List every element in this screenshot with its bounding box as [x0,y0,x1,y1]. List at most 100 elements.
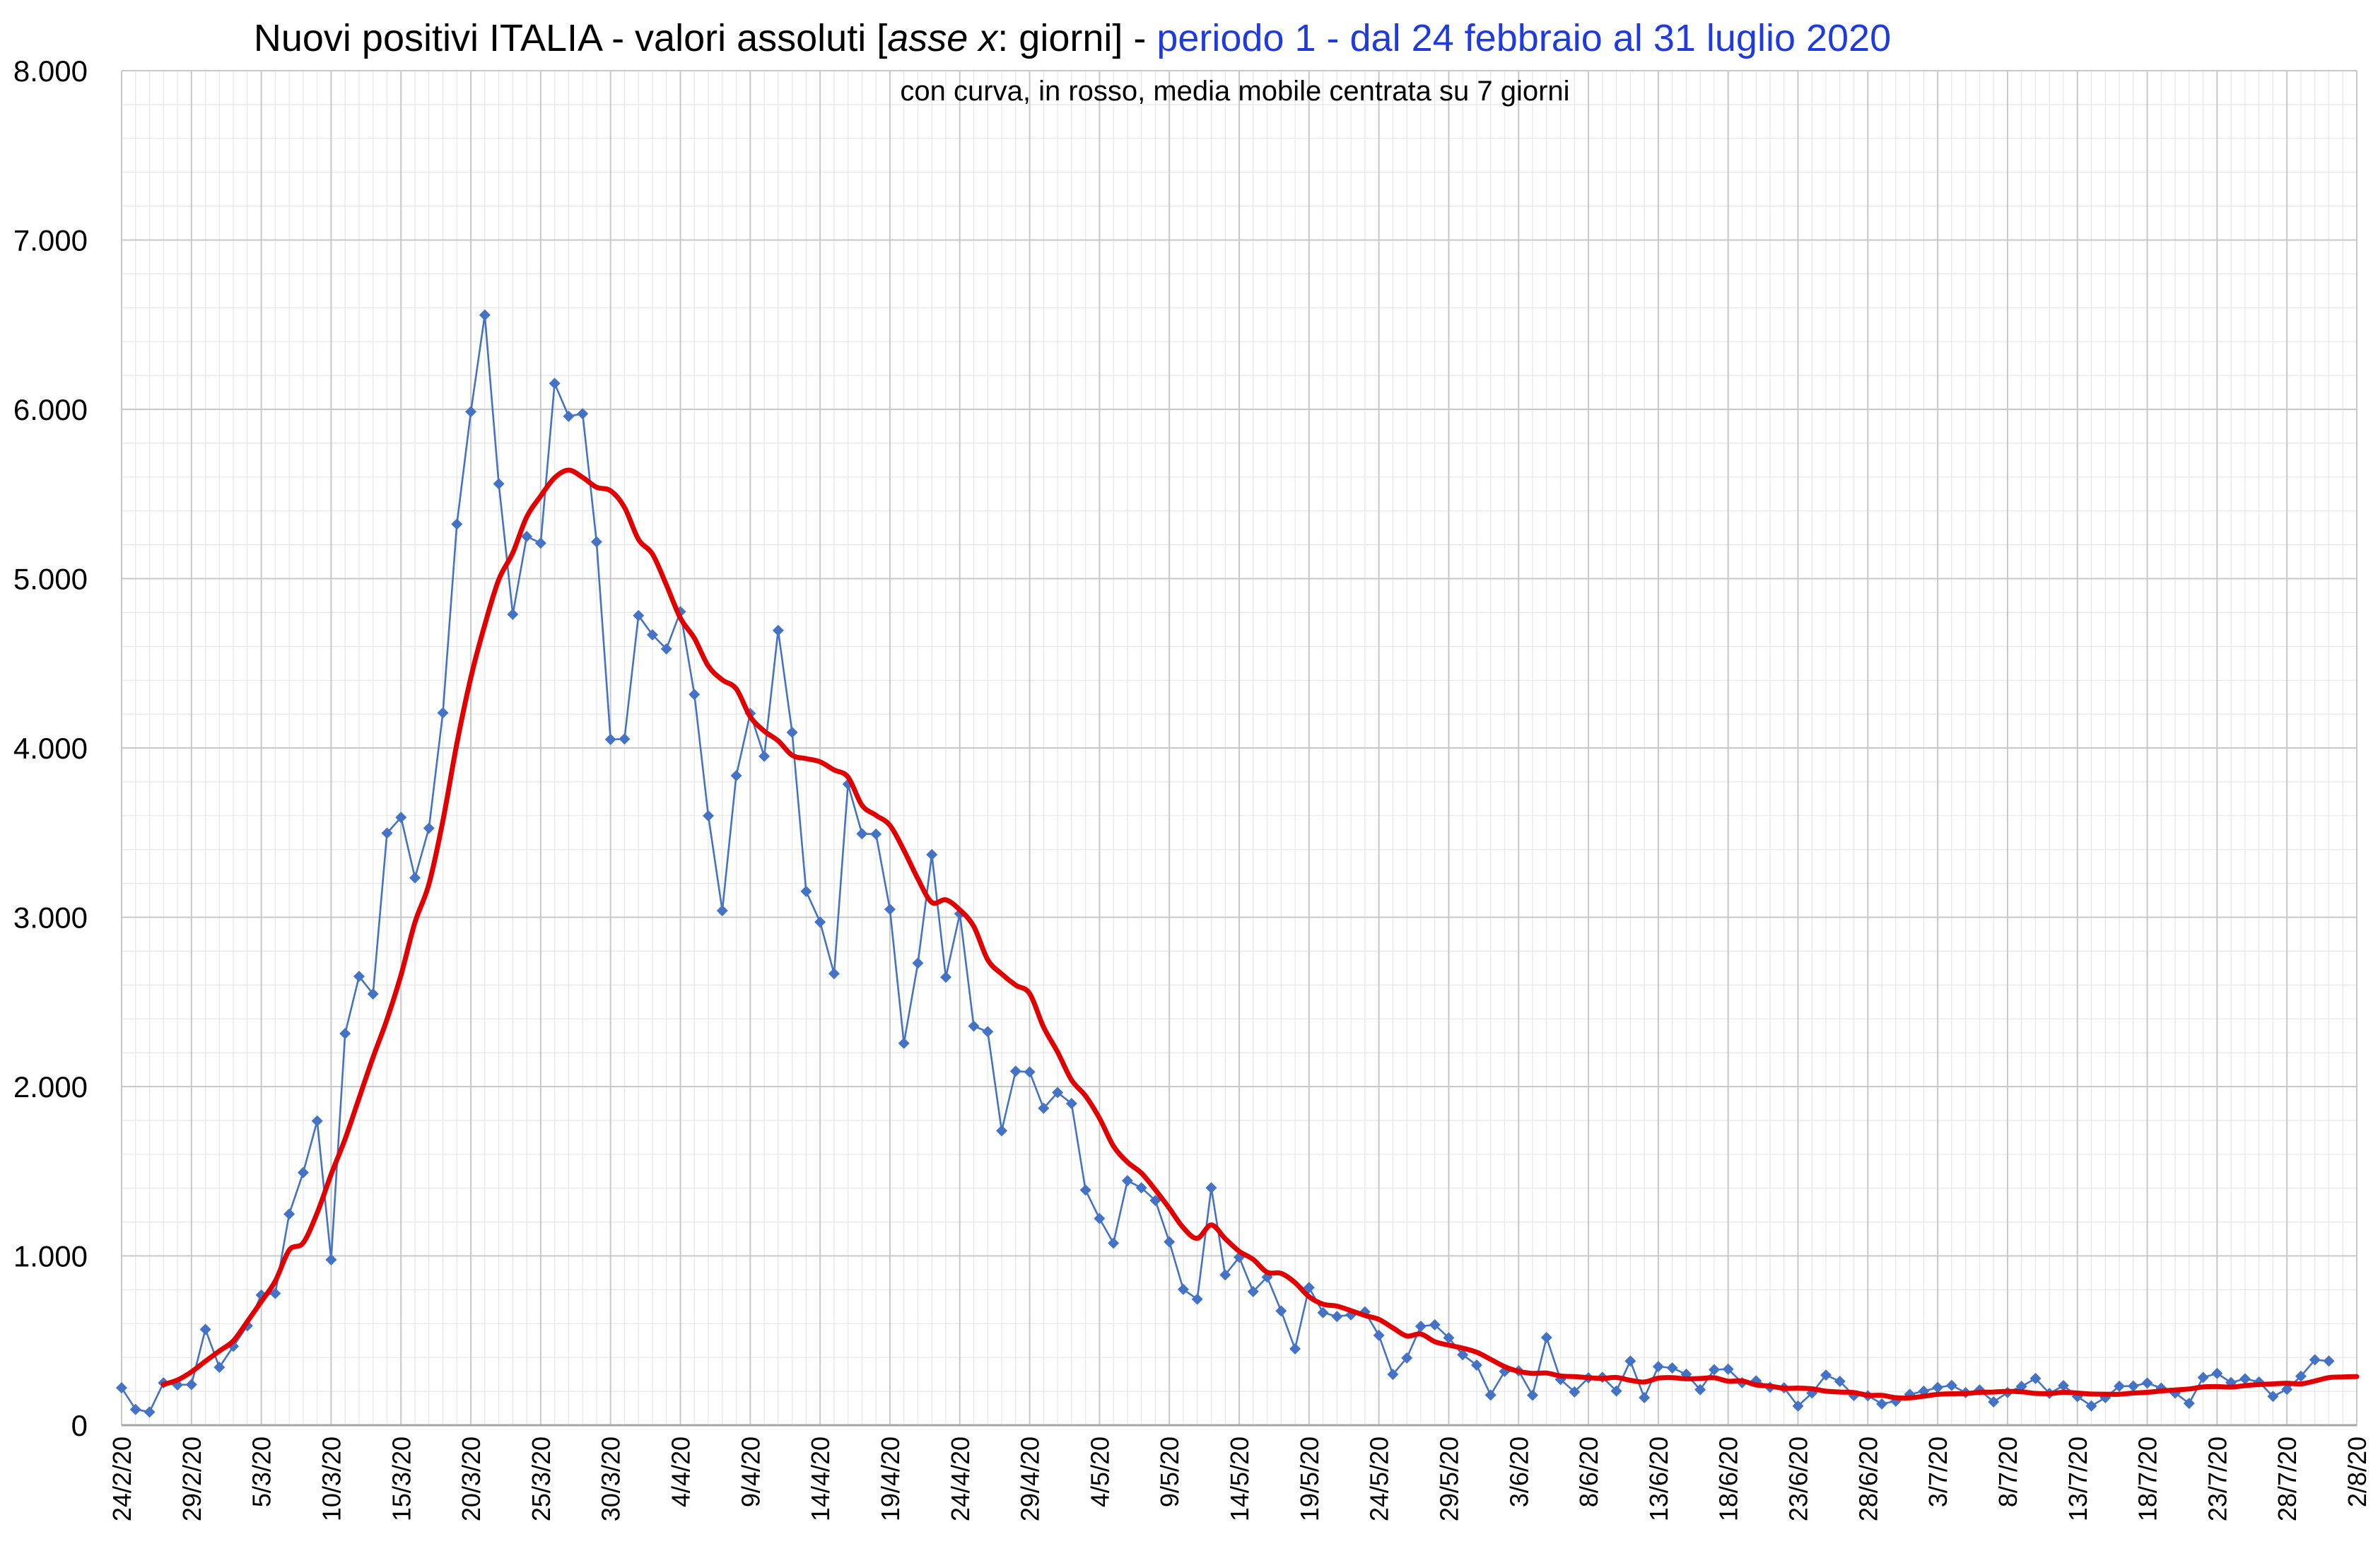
daily-point [1610,1385,1622,1397]
daily-point [1834,1375,1846,1387]
moving-average-series [160,467,2360,1401]
y-tick-label: 5.000 [13,563,88,596]
daily-point [786,726,798,738]
daily-point [912,957,924,969]
daily-point [982,1026,994,1038]
daily-point [325,1254,337,1266]
x-tick-label: 24/2/20 [107,1437,136,1521]
x-tick-label: 9/4/20 [736,1437,765,1507]
daily-point [1387,1369,1399,1381]
daily-point [1177,1283,1189,1295]
chart-title-part: asse x [887,17,999,59]
daily-point [563,410,575,422]
y-tick-label: 6.000 [13,393,88,426]
daily-point [353,971,365,983]
daily-point [465,406,477,418]
moving-average-line [160,467,2360,1401]
x-tick-label: 3/6/20 [1504,1437,1533,1507]
daily-point [213,1362,226,1374]
daily-point [2085,1400,2097,1412]
daily-point [144,1406,156,1418]
daily-point [1108,1237,1120,1249]
daily-point [1401,1352,1413,1364]
y-tick-label: 3.000 [13,901,88,935]
daily-point [1331,1311,1343,1323]
daily-point [185,1379,197,1391]
x-tick-label: 18/6/20 [1714,1437,1743,1521]
daily-point [129,1403,141,1415]
daily-point [1149,1195,1161,1207]
daily-series [116,309,2335,1418]
daily-point [1792,1400,1804,1412]
daily-point [339,1028,351,1040]
x-tick-label: 2/8/20 [2343,1437,2372,1507]
daily-point [1708,1364,1720,1376]
daily-point [1569,1386,1581,1398]
x-tick-label: 8/6/20 [1574,1437,1603,1507]
daily-point [116,1382,127,1394]
x-tick-label: 29/5/20 [1434,1437,1463,1521]
daily-point [1079,1184,1091,1196]
daily-point [1624,1355,1636,1367]
x-tick-label: 19/5/20 [1295,1437,1324,1521]
daily-point [1094,1212,1106,1224]
daily-point [297,1166,309,1178]
daily-point [1164,1236,1176,1248]
daily-point [1639,1391,1651,1403]
y-tick-label: 1.000 [13,1240,88,1273]
daily-point [423,822,435,834]
daily-point [451,518,463,530]
daily-point [521,530,533,542]
daily-point [2211,1367,2223,1379]
daily-point [2281,1383,2293,1396]
daily-point [1289,1342,1301,1355]
daily-point [437,707,449,719]
daily-point [1135,1182,1147,1194]
daily-point [1470,1359,1482,1371]
daily-point [1275,1305,1287,1317]
daily-point [283,1208,295,1220]
daily-point [2239,1373,2251,1385]
daily-point [1540,1331,1552,1343]
x-tick-label: 18/7/20 [2133,1437,2162,1521]
daily-point [898,1037,910,1049]
y-tick-labels: 0 1.000 2.000 3.000 4.000 5.000 6.000 7.000 8.00… [13,54,88,1442]
x-tick-label: 29/4/20 [1016,1437,1045,1521]
daily-point [730,770,742,782]
daily-point [884,903,896,915]
daily-point [2295,1370,2307,1382]
daily-point [1038,1102,1050,1114]
daily-point [1457,1349,1469,1361]
x-tick-label: 13/7/20 [2063,1437,2092,1521]
daily-point [2114,1380,2126,1392]
daily-point [534,537,546,549]
y-tick-label: 8.000 [13,54,88,88]
daily-point [269,1287,281,1299]
daily-point [577,408,589,420]
daily-point [1988,1396,2000,1408]
daily-point [2183,1398,2195,1410]
daily-point [2057,1379,2069,1391]
daily-point [2323,1355,2335,1367]
x-tick-label: 10/3/20 [317,1437,346,1521]
daily-point [619,733,631,745]
daily-point [311,1115,323,1127]
daily-point [2127,1380,2139,1392]
x-tick-label: 28/7/20 [2273,1437,2302,1521]
daily-point [703,810,715,822]
x-tick-label: 5/3/20 [247,1437,276,1507]
daily-point [1191,1293,1203,1305]
daily-point [1247,1286,1259,1298]
x-tick-label: 20/3/20 [457,1437,486,1521]
daily-point [1373,1329,1385,1341]
daily-point [716,905,728,917]
y-tick-label: 2.000 [13,1070,88,1104]
daily-point [381,827,393,839]
x-tick-label: 24/5/20 [1365,1437,1394,1521]
daily-point [395,812,407,824]
x-tick-label: 30/3/20 [597,1437,626,1521]
y-tick-label: 0 [71,1409,88,1442]
x-tick-label: 13/6/20 [1644,1437,1673,1521]
daily-point [1820,1369,1832,1381]
